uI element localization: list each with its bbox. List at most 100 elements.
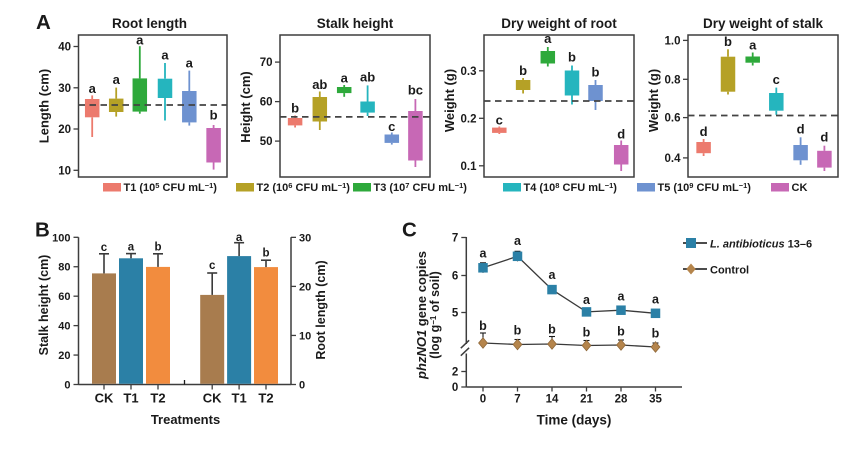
svg-text:b: b bbox=[154, 242, 161, 254]
svg-text:c: c bbox=[773, 72, 780, 87]
svg-text:50: 50 bbox=[260, 136, 273, 148]
svg-text:T2: T2 bbox=[150, 391, 165, 406]
svg-text:Weight (g): Weight (g) bbox=[442, 69, 457, 132]
svg-text:a: a bbox=[236, 232, 243, 244]
svg-text:80: 80 bbox=[58, 262, 70, 274]
svg-text:Dry weight of stalk: Dry weight of stalk bbox=[703, 16, 824, 31]
svg-text:b: b bbox=[617, 325, 625, 339]
svg-text:b: b bbox=[210, 108, 218, 123]
svg-text:a: a bbox=[583, 293, 591, 307]
svg-text:a: a bbox=[549, 268, 557, 282]
svg-text:Root length (cm): Root length (cm) bbox=[314, 260, 328, 359]
svg-text:b: b bbox=[583, 326, 591, 340]
svg-text:bc: bc bbox=[408, 83, 423, 98]
svg-text:20: 20 bbox=[58, 350, 70, 362]
svg-text:b: b bbox=[592, 65, 600, 80]
svg-text:40: 40 bbox=[58, 42, 71, 54]
svg-text:21: 21 bbox=[580, 394, 593, 406]
svg-text:6: 6 bbox=[452, 271, 458, 283]
svg-text:ab: ab bbox=[360, 69, 375, 84]
svg-text:Root length: Root length bbox=[112, 16, 187, 31]
svg-text:c: c bbox=[209, 260, 216, 272]
svg-text:0.4: 0.4 bbox=[665, 153, 682, 165]
svg-text:b: b bbox=[479, 319, 487, 333]
svg-text:40: 40 bbox=[58, 321, 70, 333]
svg-text:T1: T1 bbox=[232, 391, 247, 406]
svg-text:0: 0 bbox=[299, 380, 305, 392]
svg-text:a: a bbox=[128, 242, 135, 254]
svg-text:20: 20 bbox=[58, 124, 71, 136]
svg-text:Length (cm): Length (cm) bbox=[37, 69, 52, 143]
svg-text:C: C bbox=[402, 219, 417, 242]
svg-text:30: 30 bbox=[299, 232, 311, 244]
svg-text:a: a bbox=[113, 72, 121, 87]
svg-text:Height (cm): Height (cm) bbox=[238, 71, 253, 143]
svg-text:14: 14 bbox=[546, 394, 559, 406]
svg-text:Weight (g): Weight (g) bbox=[646, 69, 661, 132]
svg-text:a: a bbox=[136, 33, 144, 48]
svg-text:0: 0 bbox=[480, 394, 486, 406]
svg-text:a: a bbox=[544, 31, 552, 46]
svg-text:T2 (106 CFU mL−1): T2 (106 CFU mL−1) bbox=[257, 181, 351, 194]
svg-text:T1 (105 CFU mL−1): T1 (105 CFU mL−1) bbox=[124, 181, 218, 194]
svg-text:a: a bbox=[618, 290, 626, 304]
svg-text:10: 10 bbox=[58, 165, 71, 177]
svg-text:(log g−1 of soil): (log g−1 of soil) bbox=[428, 271, 442, 359]
svg-text:c: c bbox=[496, 113, 503, 128]
svg-text:7: 7 bbox=[514, 394, 520, 406]
svg-text:a: a bbox=[514, 234, 522, 248]
svg-text:a: a bbox=[652, 293, 660, 307]
svg-text:a: a bbox=[161, 48, 169, 63]
svg-text:T1: T1 bbox=[123, 391, 138, 406]
svg-text:5: 5 bbox=[452, 308, 459, 320]
svg-text:a: a bbox=[480, 247, 488, 261]
svg-text:phzNO1 gene copies: phzNO1 gene copies bbox=[414, 251, 429, 380]
svg-text:60: 60 bbox=[260, 97, 273, 109]
svg-text:ab: ab bbox=[312, 77, 327, 92]
svg-text:Stalk height (cm): Stalk height (cm) bbox=[37, 255, 51, 356]
svg-text:d: d bbox=[700, 124, 708, 139]
svg-text:60: 60 bbox=[58, 291, 70, 303]
svg-text:b: b bbox=[291, 101, 299, 116]
svg-text:0.2: 0.2 bbox=[461, 113, 477, 125]
svg-text:0.6: 0.6 bbox=[665, 113, 681, 125]
svg-text:T4 (108 CFU mL−1): T4 (108 CFU mL−1) bbox=[524, 181, 618, 194]
svg-text:b: b bbox=[724, 34, 732, 49]
svg-text:a: a bbox=[186, 56, 194, 71]
svg-text:a: a bbox=[89, 81, 97, 96]
svg-text:b: b bbox=[652, 327, 660, 341]
svg-text:0: 0 bbox=[64, 380, 70, 392]
svg-text:B: B bbox=[35, 219, 50, 242]
svg-text:CK: CK bbox=[203, 391, 222, 406]
svg-text:10: 10 bbox=[299, 330, 311, 342]
svg-text:d: d bbox=[797, 122, 805, 137]
svg-text:b: b bbox=[514, 324, 522, 338]
svg-text:35: 35 bbox=[649, 394, 662, 406]
svg-text:Stalk height: Stalk height bbox=[317, 16, 394, 31]
svg-text:30: 30 bbox=[58, 83, 71, 95]
svg-text:T5 (109 CFU mL−1): T5 (109 CFU mL−1) bbox=[658, 181, 752, 194]
svg-text:Control: Control bbox=[710, 265, 749, 277]
svg-text:b: b bbox=[568, 50, 576, 65]
svg-text:d: d bbox=[820, 129, 828, 144]
svg-text:L. antibioticus 13–6: L. antibioticus 13–6 bbox=[710, 239, 812, 251]
svg-text:1.0: 1.0 bbox=[665, 35, 681, 47]
svg-text:Treatments: Treatments bbox=[151, 412, 220, 427]
svg-text:a: a bbox=[341, 71, 349, 86]
svg-text:T2: T2 bbox=[258, 391, 273, 406]
svg-text:b: b bbox=[262, 248, 269, 260]
svg-text:0.1: 0.1 bbox=[461, 161, 478, 173]
svg-text:d: d bbox=[617, 127, 625, 142]
svg-text:0: 0 bbox=[452, 382, 458, 394]
svg-text:20: 20 bbox=[299, 281, 311, 293]
svg-text:0.8: 0.8 bbox=[665, 74, 682, 86]
svg-text:28: 28 bbox=[615, 394, 628, 406]
svg-text:100: 100 bbox=[52, 232, 70, 244]
svg-text:7: 7 bbox=[452, 233, 458, 245]
svg-text:CK: CK bbox=[95, 391, 114, 406]
svg-text:0.3: 0.3 bbox=[461, 66, 477, 78]
svg-text:2: 2 bbox=[452, 367, 458, 379]
svg-text:c: c bbox=[388, 119, 395, 134]
svg-text:T3 (107 CFU mL−1): T3 (107 CFU mL−1) bbox=[374, 181, 468, 194]
svg-text:70: 70 bbox=[260, 57, 273, 69]
